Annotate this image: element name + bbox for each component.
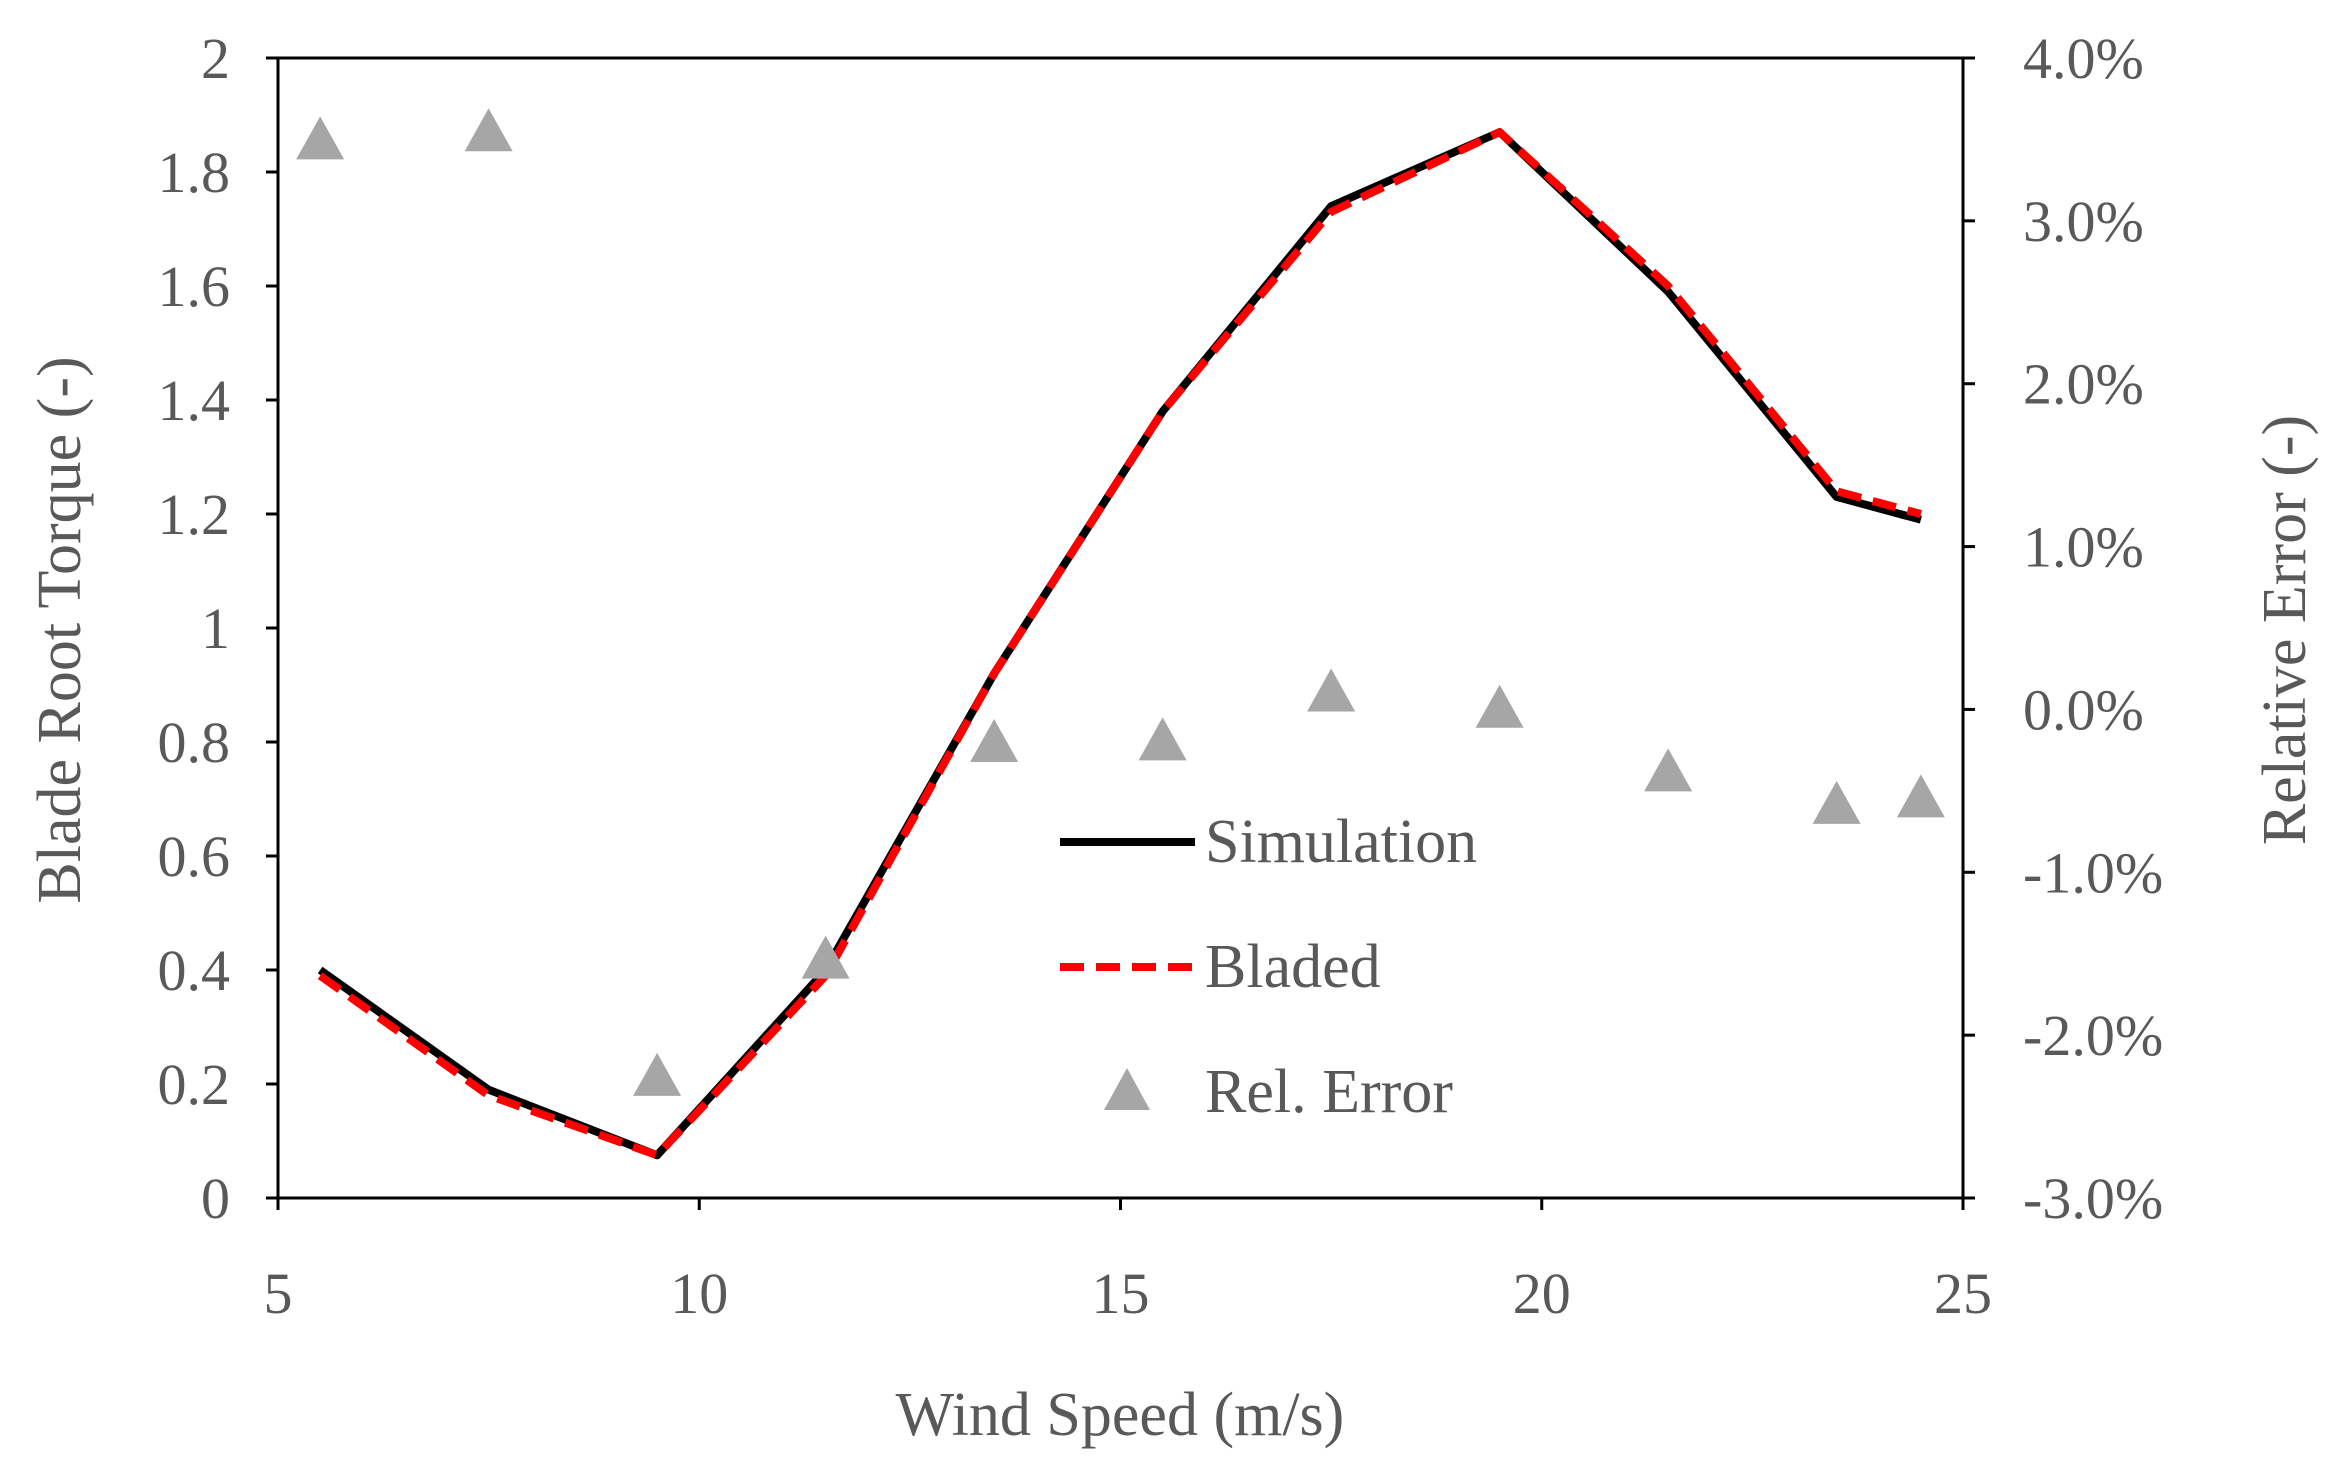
rel-error-marker xyxy=(801,935,850,979)
y-tick-label: 1.6 xyxy=(158,254,231,319)
y-tick-label: 1.8 xyxy=(158,140,231,205)
y2-tick-label: -1.0% xyxy=(2023,840,2163,905)
rel-error-marker xyxy=(1644,748,1693,792)
rel-error-marker xyxy=(1475,684,1524,728)
y2-tick-label: 0.0% xyxy=(2023,677,2144,742)
rel-error-marker xyxy=(1138,717,1187,761)
y-tick-label: 0.6 xyxy=(158,824,231,889)
y-axis-ticks: 0 0.2 0.4 0.6 0.8 1 1.2 1.4 1.6 1.8 2 xyxy=(158,26,278,1231)
x-tick-label: 20 xyxy=(1513,1261,1571,1326)
x-axis-ticks: 5 10 15 20 25 xyxy=(264,1198,1992,1326)
rel-error-marker xyxy=(1812,780,1861,824)
bladed-line xyxy=(317,128,1922,1160)
y-tick-label: 0.4 xyxy=(158,938,231,1003)
legend-rel-error-swatch xyxy=(1104,1068,1150,1110)
y-tick-label: 1.4 xyxy=(158,368,231,433)
y-tick-label: 1 xyxy=(201,596,230,661)
rel-error-marker xyxy=(296,116,345,160)
x-tick-label: 25 xyxy=(1934,1261,1992,1326)
y2-tick-label: 1.0% xyxy=(2023,515,2144,580)
plot-area-frame xyxy=(276,56,1965,1200)
rel-error-marker xyxy=(464,108,513,152)
rel-error-marker xyxy=(1896,774,1945,818)
y-tick-label: 0.8 xyxy=(158,710,231,775)
series-layer xyxy=(317,128,1922,1160)
y2-axis-title: Relative Error (-) xyxy=(2251,415,2319,845)
y2-axis-ticks: -3.0% -2.0% -1.0% 0.0% 1.0% 2.0% 3.0% 4.0% xyxy=(1963,26,2163,1231)
y2-tick-label: -2.0% xyxy=(2023,1003,2163,1068)
legend: Simulation Bladed Rel. Error xyxy=(1060,808,1477,1126)
legend-bladed-label: Bladed xyxy=(1205,933,1381,1001)
rel-error-marker xyxy=(1307,668,1356,712)
y-tick-label: 0.2 xyxy=(158,1052,231,1117)
marker-layer xyxy=(296,108,1945,1096)
y2-tick-label: 2.0% xyxy=(2023,352,2144,417)
y2-tick-label: 4.0% xyxy=(2023,26,2144,91)
legend-simulation-label: Simulation xyxy=(1205,808,1477,876)
y-tick-label: 1.2 xyxy=(158,482,231,547)
rel-error-marker xyxy=(633,1052,682,1096)
x-tick-label: 15 xyxy=(1092,1261,1150,1326)
legend-rel-error-label: Rel. Error xyxy=(1205,1058,1453,1126)
y-tick-label: 0 xyxy=(201,1166,230,1231)
y2-tick-label: -3.0% xyxy=(2023,1166,2163,1231)
x-axis-title: Wind Speed (m/s) xyxy=(896,1381,1345,1449)
rel-error-marker xyxy=(970,719,1019,762)
x-tick-label: 10 xyxy=(670,1261,728,1326)
simulation-line xyxy=(317,128,1922,1160)
y-tick-label: 2 xyxy=(201,26,230,91)
y2-tick-label: 3.0% xyxy=(2023,189,2144,254)
y-axis-title: Blade Root Torque (-) xyxy=(26,356,94,903)
x-tick-label: 5 xyxy=(264,1261,293,1326)
